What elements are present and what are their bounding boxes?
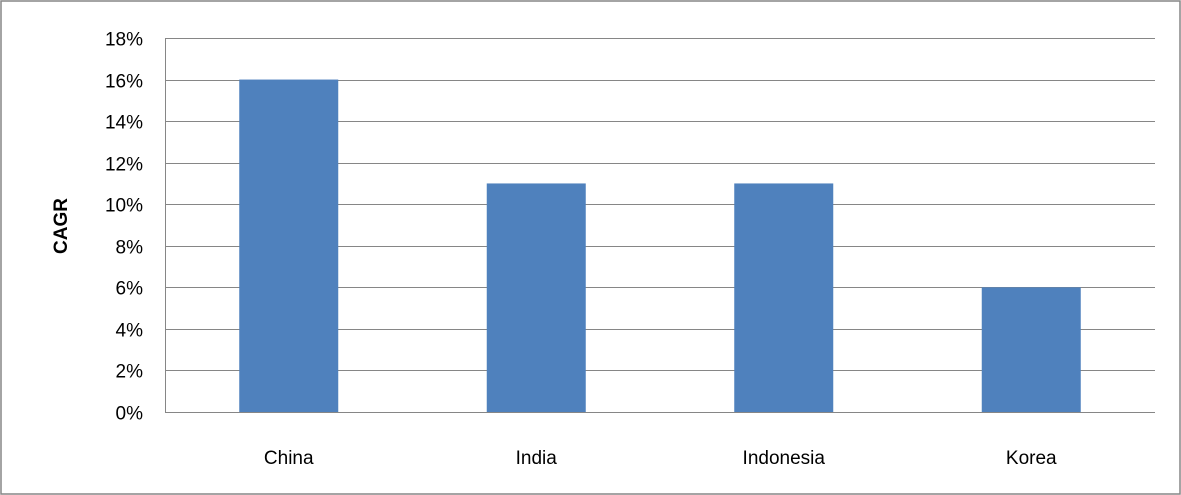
bar-india — [486, 183, 586, 412]
y-tick-label: 6% — [116, 279, 144, 300]
y-axis-title: CAGR — [51, 198, 72, 254]
y-tick-label: 0% — [116, 404, 144, 425]
y-tick-label: 12% — [105, 155, 143, 176]
y-tick-label: 8% — [116, 238, 144, 259]
bar-indonesia — [734, 183, 834, 412]
bar-china — [239, 79, 339, 413]
bar-korea — [981, 287, 1081, 412]
x-tick-label: India — [516, 448, 558, 469]
y-tick-label: 10% — [105, 196, 143, 217]
y-tick-label: 4% — [116, 321, 144, 342]
y-tick-label: 14% — [105, 113, 143, 134]
y-tick-label: 16% — [105, 72, 143, 93]
y-tick-label: 2% — [116, 362, 144, 383]
x-tick-labels: China India Indonesia Korea — [264, 448, 1057, 469]
x-tick-label: Korea — [1006, 448, 1057, 469]
y-tick-label: 18% — [105, 30, 143, 51]
bars — [239, 79, 1081, 413]
y-tick-labels: 0% 2% 4% 6% 8% 10% 12% 14% 16% 18% — [105, 30, 143, 425]
x-tick-label: China — [264, 448, 314, 469]
x-tick-label: Indonesia — [743, 448, 826, 469]
